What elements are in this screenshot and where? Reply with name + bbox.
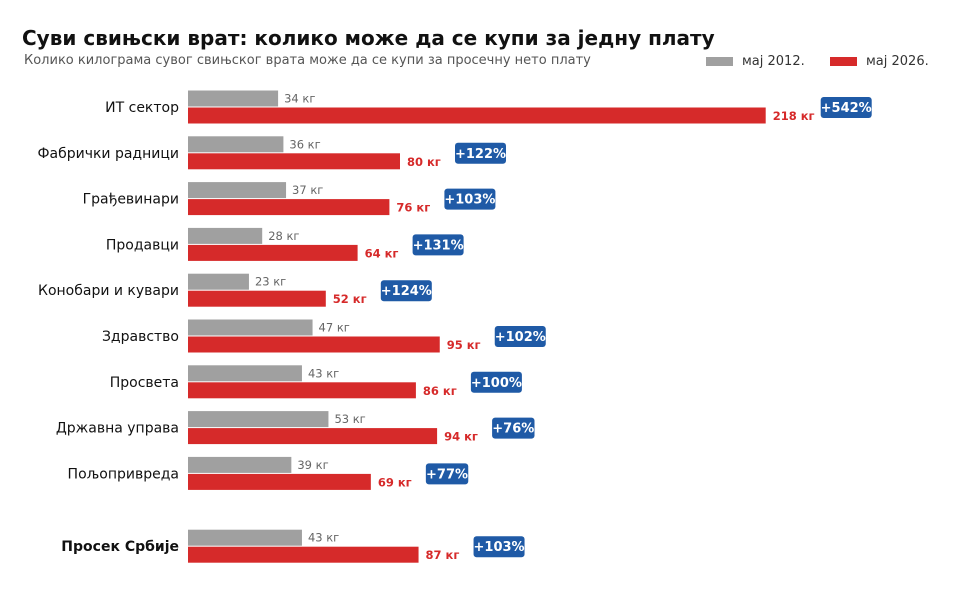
change-badge-label: +77% bbox=[426, 467, 468, 482]
data-label-2012: 53 кг bbox=[334, 412, 365, 426]
category-label: Државна управа bbox=[56, 421, 179, 437]
change-badge-label: +124% bbox=[381, 284, 432, 299]
bar-2026 bbox=[188, 244, 358, 261]
change-badge bbox=[820, 97, 872, 118]
data-label-2026: 64 кг bbox=[365, 246, 399, 260]
bar-2012 bbox=[188, 90, 279, 107]
bar-2026 bbox=[188, 153, 400, 170]
category-label: Продавци bbox=[106, 237, 179, 253]
bar-2026 bbox=[188, 199, 390, 216]
bar-2012 bbox=[188, 136, 284, 153]
data-label-2012: 23 кг bbox=[255, 275, 286, 289]
bar-2012 bbox=[188, 273, 249, 290]
bar-2012 bbox=[188, 227, 263, 244]
data-label-2026: 94 кг bbox=[444, 430, 478, 444]
data-label-2012: 36 кг bbox=[289, 137, 320, 151]
change-badge bbox=[470, 371, 522, 393]
change-badge bbox=[425, 463, 469, 485]
bar-2026 bbox=[188, 428, 438, 445]
bar-2026 bbox=[188, 336, 440, 353]
change-badge-label: +100% bbox=[471, 376, 522, 391]
category-label: Здравство bbox=[102, 329, 179, 345]
data-label-2026: 76 кг bbox=[396, 201, 430, 215]
chart-subtitle: Колико килограма сувог свињског врата мо… bbox=[24, 53, 591, 68]
change-badge bbox=[492, 417, 535, 439]
change-badge-label: +103% bbox=[474, 540, 525, 555]
data-label-2026: 69 кг bbox=[378, 475, 412, 489]
data-label-2026: 87 кг bbox=[426, 548, 460, 562]
legend-swatch-2026 bbox=[830, 57, 857, 66]
data-label-2012: 39 кг bbox=[297, 458, 328, 472]
bar-2012 bbox=[188, 456, 292, 473]
legend-item-2012: мај 2012. bbox=[706, 54, 805, 69]
data-label-2026: 86 кг bbox=[423, 384, 457, 398]
change-badge-label: +76% bbox=[492, 422, 534, 437]
chart-title: Суви свињски врат: колико може да се куп… bbox=[22, 26, 715, 50]
change-badge-label: +103% bbox=[444, 193, 495, 208]
category-label: Грађевинари bbox=[83, 192, 179, 208]
data-label-2012: 43 кг bbox=[308, 531, 339, 545]
change-badge-label: +102% bbox=[495, 330, 546, 345]
change-badge-label: +542% bbox=[821, 101, 872, 116]
data-label-2026: 95 кг bbox=[447, 338, 481, 352]
bar-2026 bbox=[188, 546, 419, 563]
change-badge-label: +131% bbox=[413, 238, 464, 253]
category-label: Пољопривреда bbox=[68, 466, 179, 482]
bar-2012 bbox=[188, 365, 302, 382]
change-badge bbox=[455, 142, 506, 164]
change-badge bbox=[494, 326, 546, 347]
category-label: Фабрички радници bbox=[37, 146, 179, 162]
bar-2026 bbox=[188, 290, 326, 307]
bar-2012 bbox=[188, 319, 313, 336]
data-label-2012: 43 кг bbox=[308, 366, 339, 380]
bar-2012 bbox=[188, 529, 302, 546]
bar-2026 bbox=[188, 382, 416, 399]
legend-label-2012: мај 2012. bbox=[742, 54, 805, 69]
category-label: Просек Србије bbox=[61, 539, 179, 555]
bar-2012 bbox=[188, 182, 287, 199]
change-badge-label: +122% bbox=[455, 147, 506, 162]
legend-item-2026: мај 2026. bbox=[830, 54, 929, 69]
data-label-2026: 80 кг bbox=[407, 155, 441, 169]
category-label: Просвета bbox=[110, 375, 179, 391]
category-label: ИТ сектор bbox=[105, 100, 179, 116]
data-label-2026: 218 кг bbox=[773, 109, 815, 123]
data-label-2012: 37 кг bbox=[292, 183, 323, 197]
change-badge bbox=[412, 234, 464, 256]
legend-label-2026: мај 2026. bbox=[866, 54, 929, 69]
bar-2026 bbox=[188, 473, 371, 490]
change-badge bbox=[380, 280, 432, 302]
data-label-2012: 47 кг bbox=[319, 321, 350, 335]
data-label-2012: 34 кг bbox=[284, 92, 315, 106]
data-label-2026: 52 кг bbox=[333, 292, 367, 306]
category-label: Конобари и кувари bbox=[38, 283, 179, 299]
bar-2012 bbox=[188, 411, 329, 428]
change-badge bbox=[444, 188, 496, 210]
change-badge bbox=[473, 536, 525, 558]
bar-2026 bbox=[188, 107, 766, 124]
data-label-2012: 28 кг bbox=[268, 229, 299, 243]
legend-swatch-2012 bbox=[706, 57, 733, 66]
